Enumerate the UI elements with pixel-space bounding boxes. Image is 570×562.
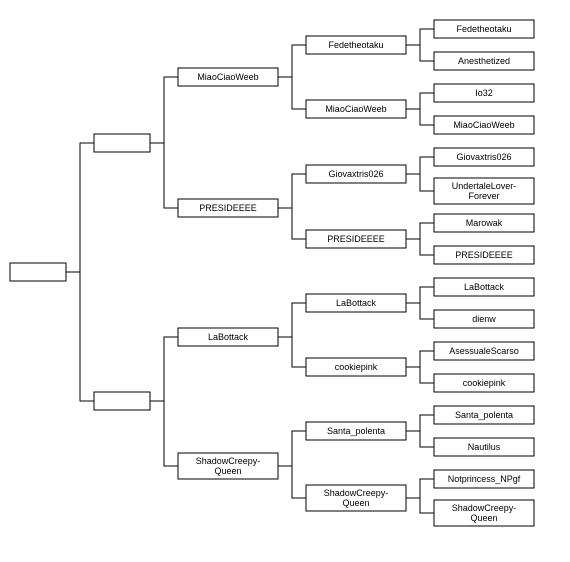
bracket-edge: [406, 498, 434, 513]
bracket-node-label: LaBottack: [336, 298, 377, 308]
bracket-edge: [406, 479, 434, 498]
bracket-edge: [278, 337, 306, 367]
bracket-node-label: Io32: [475, 88, 493, 98]
bracket-edge: [278, 303, 306, 337]
bracket-node: [94, 392, 150, 410]
bracket-edge: [278, 45, 306, 77]
bracket-node-label: dienw: [472, 314, 496, 324]
bracket-edge: [406, 45, 434, 61]
bracket-node-label: MiaoCiaoWeeb: [453, 120, 514, 130]
bracket-node-label: Nautilus: [468, 442, 501, 452]
bracket-node-label: Anesthetized: [458, 56, 510, 66]
bracket-node-label: Giovaxtris026: [328, 169, 383, 179]
bracket-node-label: Giovaxtris026: [456, 152, 511, 162]
bracket-node: [94, 134, 150, 152]
bracket-edge: [66, 143, 94, 272]
bracket-edge: [406, 29, 434, 45]
bracket-node-label: Fedetheotaku: [328, 40, 383, 50]
bracket-edge: [150, 77, 178, 143]
bracket-edge: [406, 109, 434, 125]
bracket-node-label: Santa_polenta: [327, 426, 385, 436]
bracket-node-label: AsessualeScarso: [449, 346, 519, 356]
bracket-edge: [406, 415, 434, 431]
bracket-node-label: LaBottack: [464, 282, 505, 292]
bracket-diagram: MiaoCiaoWeebPRESIDEEEELaBottackShadowCre…: [0, 0, 570, 562]
bracket-node-label: cookiepink: [335, 362, 378, 372]
bracket-node-label: LaBottack: [208, 332, 249, 342]
bracket-edge: [406, 351, 434, 367]
bracket-node-label: PRESIDEEEE: [455, 250, 513, 260]
bracket-node-label: MiaoCiaoWeeb: [197, 72, 258, 82]
bracket-edge: [406, 157, 434, 174]
bracket-edge: [278, 208, 306, 239]
bracket-edge: [406, 287, 434, 303]
bracket-edge: [406, 367, 434, 383]
bracket-edge: [278, 466, 306, 498]
bracket-node-label: Marowak: [466, 218, 503, 228]
bracket-edge: [406, 431, 434, 447]
bracket-edge: [406, 174, 434, 191]
bracket-edge: [406, 239, 434, 255]
bracket-edge: [150, 401, 178, 466]
bracket-edge: [406, 223, 434, 239]
bracket-edge: [278, 174, 306, 208]
bracket-node: [10, 263, 66, 281]
bracket-edge: [278, 77, 306, 109]
bracket-edge: [66, 272, 94, 401]
bracket-edge: [150, 337, 178, 401]
bracket-node-label: cookiepink: [463, 378, 506, 388]
bracket-node-label: PRESIDEEEE: [327, 234, 385, 244]
bracket-edge: [406, 93, 434, 109]
bracket-node-label: PRESIDEEEE: [199, 203, 257, 213]
bracket-node-label: Santa_polenta: [455, 410, 513, 420]
bracket-node-label: MiaoCiaoWeeb: [325, 104, 386, 114]
bracket-edge: [278, 431, 306, 466]
bracket-edge: [406, 303, 434, 319]
bracket-edge: [150, 143, 178, 208]
bracket-node-label: Fedetheotaku: [456, 24, 511, 34]
bracket-node-label: Notprincess_NPgf: [448, 474, 521, 484]
